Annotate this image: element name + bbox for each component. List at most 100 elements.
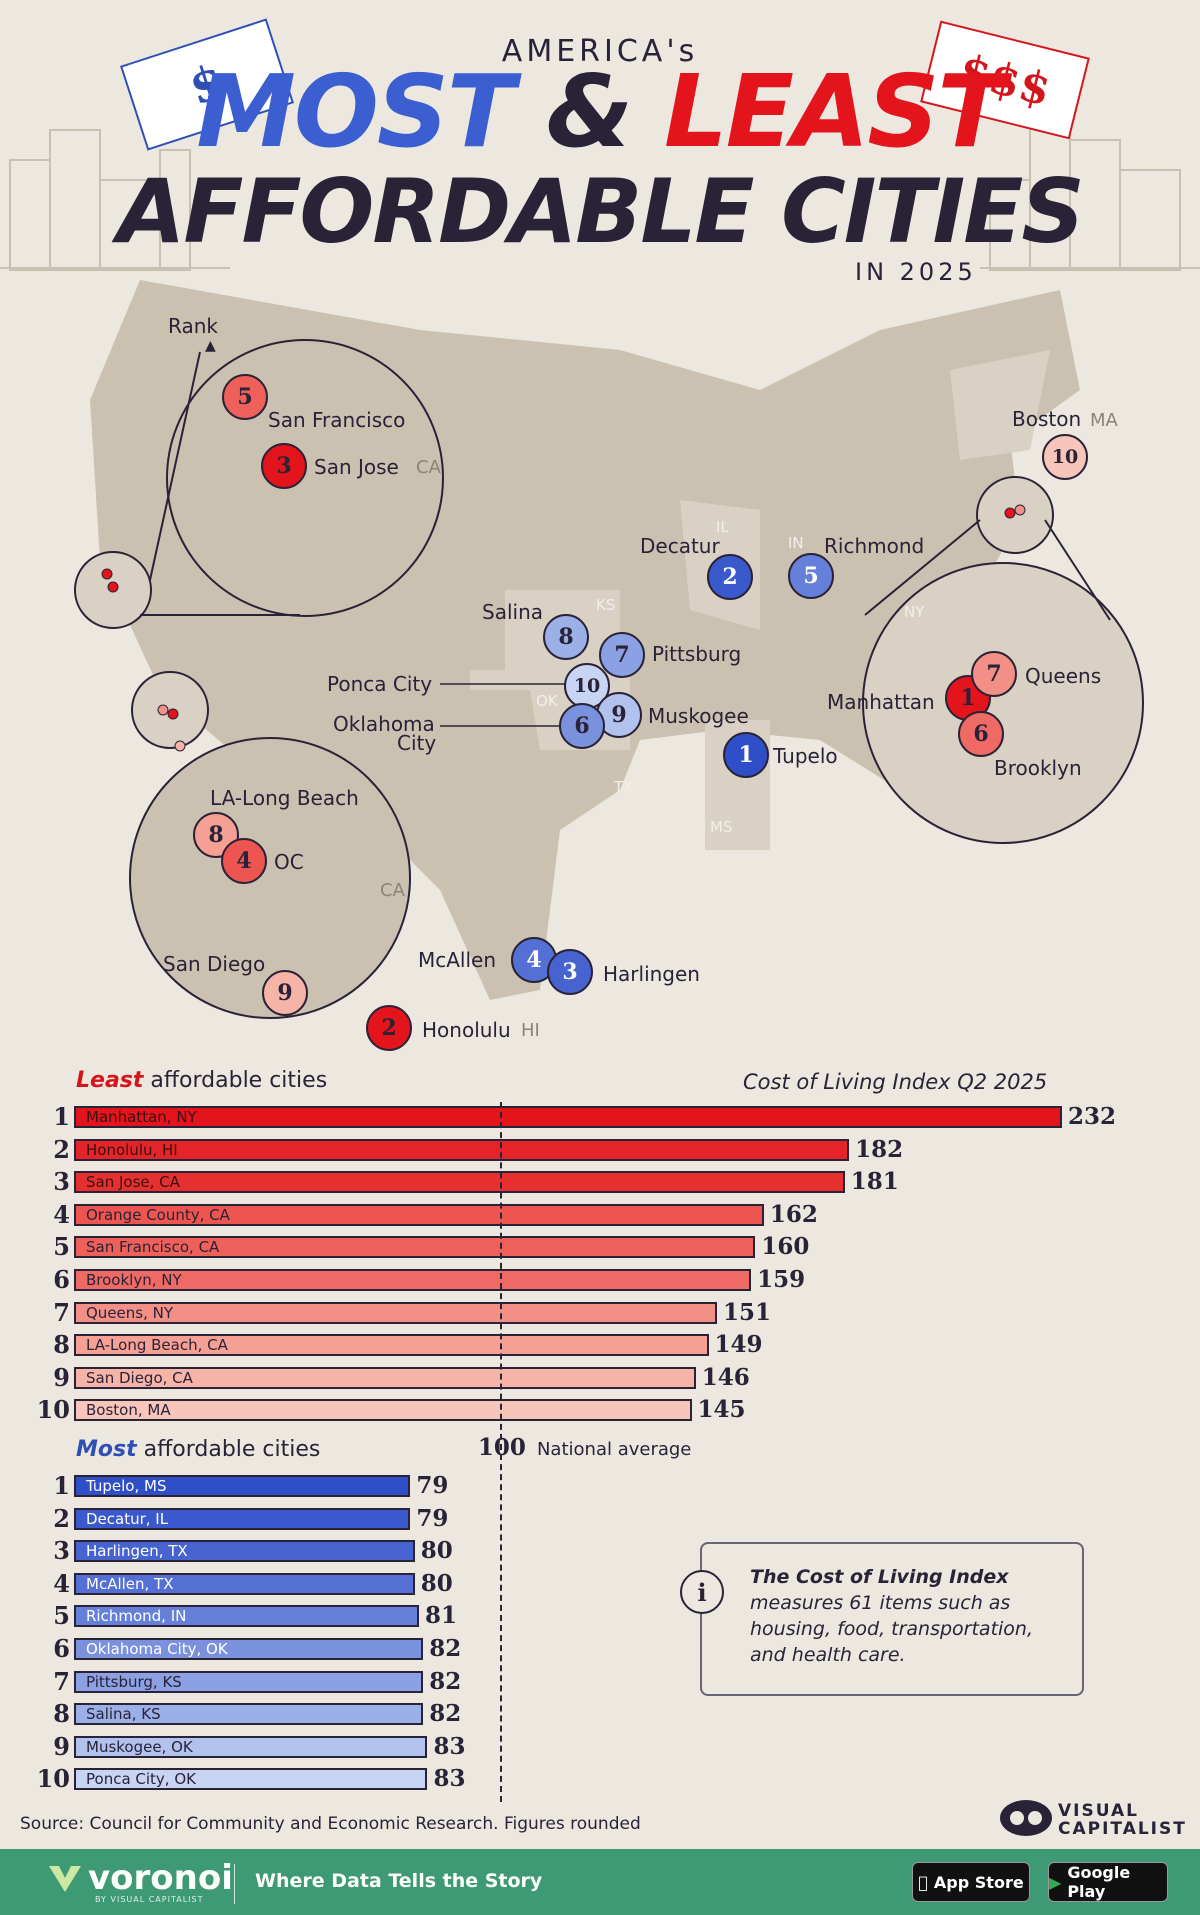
logo-visual: VISUAL (1058, 1801, 1139, 1821)
info-title: The Cost of Living Index (750, 1566, 1009, 1588)
tagline: Where Data Tells the Story (255, 1870, 543, 1892)
national-average-line (499, 1102, 502, 1802)
bar-row: 6 Brooklyn, NY 159 (30, 1267, 1180, 1293)
state-label-il: IL (716, 518, 729, 536)
bar: Oklahoma City, OK (74, 1638, 424, 1660)
voronoi-wordmark[interactable]: voronoi (88, 1858, 233, 1898)
bar-rank: 6 (53, 1634, 70, 1663)
map-label-pittsburg: Pittsburg (652, 642, 742, 666)
marker-boston: 10 (1042, 434, 1088, 480)
bar: Honolulu, HI (74, 1138, 850, 1161)
bar-value: 145 (697, 1396, 746, 1424)
page-title: AFFORDABLE CITIES (117, 160, 1085, 263)
bar-label: Salina, KS (86, 1705, 161, 1724)
bar-label: Tupelo, MS (86, 1477, 167, 1495)
map-label-decatur: Decatur (640, 534, 720, 558)
most-title-rest: affordable cities (136, 1437, 321, 1462)
bar-label: Queens, NY (86, 1303, 174, 1322)
bar: San Jose, CA (74, 1171, 845, 1194)
bar: Queens, NY (74, 1301, 718, 1324)
title-least: LEAST (663, 53, 1006, 170)
footer-divider (234, 1864, 235, 1904)
national-average-value: 100 (477, 1434, 526, 1461)
info-text: The Cost of Living Index measures 61 ite… (750, 1564, 1070, 1668)
title-year: IN 2025 (855, 258, 977, 286)
marker-san-diego: 9 (262, 970, 308, 1016)
map-label-muskogee: Muskogee (648, 704, 749, 728)
bar-label: Richmond, IN (86, 1607, 187, 1626)
visual-capitalist-logo: VISUAL CAPITALIST (1058, 1802, 1187, 1838)
bar: Harlingen, TX (74, 1540, 415, 1563)
marker-salina: 8 (543, 614, 589, 660)
bar-label: San Diego, CA (86, 1368, 193, 1387)
voronoi-sub: BY VISUAL CAPITALIST (95, 1895, 204, 1904)
map-label-la-long-beach: LA-Long Beach (210, 786, 359, 810)
bar-rank: 7 (53, 1297, 70, 1327)
national-average-label: 100 National average (478, 1434, 692, 1461)
bar-rank: 8 (53, 1699, 70, 1729)
bar-rank: 5 (53, 1601, 70, 1631)
bar-label: San Francisco, CA (86, 1238, 220, 1257)
bar-row: 4 Orange County, CA 162 (30, 1201, 1180, 1228)
bar-value: 82 (429, 1700, 462, 1728)
bar-rank: 9 (53, 1731, 70, 1761)
app-store-button[interactable]: App Store (912, 1862, 1030, 1902)
bar-rank: 8 (53, 1330, 70, 1360)
map-label-tupelo: Tupelo (773, 744, 838, 768)
title-main: MOST & LEAST (0, 62, 1200, 162)
bar-row: 2 Decatur, IL 79 (30, 1504, 1180, 1532)
bar: Pittsburg, KS (74, 1670, 424, 1693)
bar-value: 160 (761, 1233, 810, 1261)
bar-row: 10 Boston, MA 145 (30, 1397, 1180, 1423)
bar-label: McAllen, TX (86, 1574, 174, 1593)
marker-la-long-beach: 8 (193, 812, 239, 858)
index-axis-title: Cost of Living Index Q2 2025 (743, 1070, 1048, 1094)
map-label-brooklyn: Brooklyn (994, 756, 1082, 780)
bar: Richmond, IN (74, 1605, 419, 1628)
marker-mcallen: 4 (511, 937, 557, 983)
marker-decatur: 2 (707, 554, 753, 600)
bar-rank: 3 (53, 1536, 70, 1566)
bar-value: 149 (714, 1331, 763, 1359)
bar-rank: 10 (36, 1764, 70, 1794)
bar: San Diego, CA (74, 1366, 696, 1389)
state-label-ma: MA (1090, 410, 1118, 431)
state-label-ca-sf: CA (416, 457, 441, 478)
bar-value: 79 (416, 1504, 449, 1532)
bar-row: 1 Manhattan, NY 232 (30, 1104, 1180, 1130)
apple-icon:  (918, 1873, 928, 1892)
marker-queens: 7 (971, 651, 1017, 697)
bar-value: 80 (420, 1537, 453, 1565)
info-body: measures 61 items such as housing, food,… (750, 1592, 1034, 1666)
bar-row: 5 San Francisco, CA 160 (30, 1234, 1180, 1260)
bar-rank: 7 (53, 1666, 70, 1696)
info-icon: i (680, 1570, 724, 1614)
bar-row: 9 Muskogee, OK 83 (30, 1731, 1180, 1761)
national-average-text: National average (536, 1439, 692, 1460)
new-york-shape (950, 350, 1050, 460)
bar-label: Decatur, IL (86, 1509, 169, 1528)
bar-label: Orange County, CA (86, 1205, 230, 1224)
state-label-ca-la: CA (380, 880, 405, 901)
state-label-tx: TX (614, 778, 634, 796)
bar-row: 8 Salina, KS 82 (30, 1701, 1180, 1727)
map-label-oklahoma-city-1: Oklahoma (333, 712, 435, 736)
bar-rank: 1 (53, 1102, 70, 1131)
map-label-queens: Queens (1025, 664, 1102, 688)
bar-value: 80 (420, 1569, 453, 1597)
title-amp: & (545, 53, 633, 170)
map-label-mcallen: McAllen (418, 948, 497, 972)
visual-capitalist-logo-icon (1000, 1800, 1052, 1836)
bar-value: 151 (723, 1298, 772, 1326)
bar-row: 2 Honolulu, HI 182 (30, 1136, 1180, 1163)
logo-capitalist: CAPITALIST (1058, 1819, 1187, 1839)
state-label-hi: HI (521, 1020, 540, 1041)
bar-label: Boston, MA (86, 1401, 171, 1420)
app-store-label: App Store (929, 1872, 1024, 1892)
marker-san-jose: 3 (261, 443, 307, 489)
map-label-oc: OC (274, 850, 304, 874)
bar-row: 8 LA-Long Beach, CA 149 (30, 1332, 1180, 1358)
state-label-ok: OK (536, 692, 558, 710)
map-label-richmond: Richmond (824, 534, 925, 558)
google-play-button[interactable]: ▶ Google Play (1048, 1862, 1168, 1902)
